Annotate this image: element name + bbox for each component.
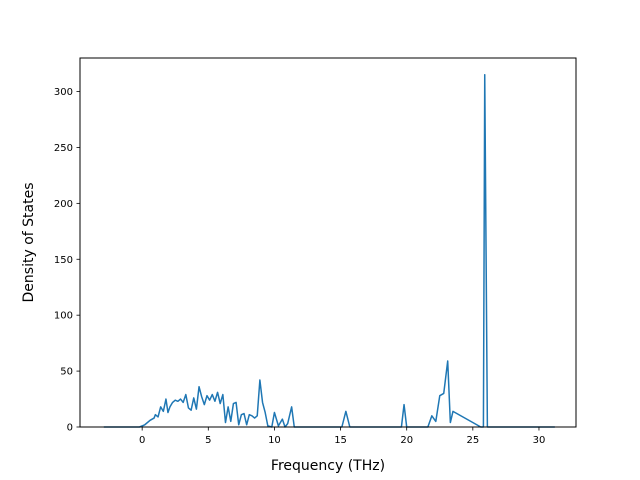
y-tick-label: 50 bbox=[60, 367, 73, 378]
y-tick-label: 300 bbox=[54, 87, 73, 98]
y-tick-label: 0 bbox=[67, 423, 73, 434]
axes-frame bbox=[79, 57, 577, 428]
x-tick-label: 10 bbox=[268, 435, 281, 446]
x-axis-ticks: 0 5 10 15 20 25 30 bbox=[139, 427, 545, 446]
y-tick-label: 100 bbox=[54, 311, 73, 322]
x-tick-label: 20 bbox=[400, 435, 413, 446]
y-tick-label: 200 bbox=[54, 199, 73, 210]
x-tick-label: 25 bbox=[466, 435, 479, 446]
x-axis-label: Frequency (THz) bbox=[271, 458, 385, 474]
x-tick-label: 30 bbox=[533, 435, 546, 446]
y-axis-ticks: 0 50 100 150 200 250 300 bbox=[54, 87, 80, 434]
x-tick-label: 5 bbox=[205, 435, 211, 446]
y-tick-label: 150 bbox=[54, 255, 73, 266]
x-tick-label: 15 bbox=[334, 435, 347, 446]
x-tick-label: 0 bbox=[139, 435, 145, 446]
y-tick-label: 250 bbox=[54, 143, 73, 154]
y-axis-label: Density of States bbox=[21, 183, 37, 303]
